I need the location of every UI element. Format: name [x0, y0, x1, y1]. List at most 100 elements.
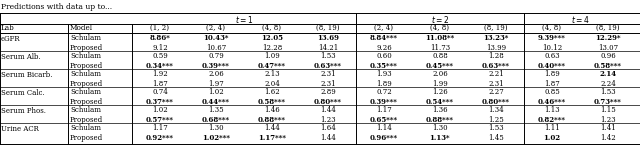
Text: 11.08**: 11.08** [426, 35, 454, 42]
Text: 2.31: 2.31 [488, 79, 504, 87]
Text: 0.79: 0.79 [208, 52, 224, 60]
Text: (1, 2): (1, 2) [150, 24, 170, 32]
Text: 1.99: 1.99 [432, 79, 448, 87]
Text: 1.02: 1.02 [543, 134, 561, 142]
Text: Schulam: Schulam [70, 52, 101, 60]
Text: 9.39***: 9.39*** [538, 35, 566, 42]
Text: Schulam: Schulam [70, 70, 101, 78]
Text: (8, 19): (8, 19) [596, 24, 620, 32]
Text: 0.96***: 0.96*** [370, 134, 398, 142]
Text: 13.69: 13.69 [317, 35, 339, 42]
Text: 12.28: 12.28 [262, 44, 282, 51]
Text: 0.35***: 0.35*** [370, 61, 398, 69]
Text: 1.34: 1.34 [488, 106, 504, 115]
Text: 10.67: 10.67 [206, 44, 226, 51]
Text: 1.11: 1.11 [544, 125, 560, 133]
Text: 12.29*: 12.29* [595, 35, 621, 42]
Text: 1.45: 1.45 [488, 134, 504, 142]
Text: (2, 4): (2, 4) [207, 24, 225, 32]
Text: 2.31: 2.31 [320, 70, 336, 78]
Text: Serum Bicarb.: Serum Bicarb. [1, 71, 52, 79]
Text: 1.53: 1.53 [320, 52, 336, 60]
Text: 1.35: 1.35 [208, 106, 224, 115]
Text: 0.72: 0.72 [376, 88, 392, 97]
Text: 0.92***: 0.92*** [146, 134, 174, 142]
Text: 1.92: 1.92 [152, 70, 168, 78]
Text: 0.58***: 0.58*** [594, 61, 622, 69]
Text: 0.80***: 0.80*** [482, 97, 510, 106]
Text: Proposed: Proposed [70, 134, 103, 142]
Text: 2.06: 2.06 [432, 70, 448, 78]
Text: 1.87: 1.87 [152, 79, 168, 87]
Text: 0.37***: 0.37*** [146, 97, 174, 106]
Text: 1.36: 1.36 [432, 106, 448, 115]
Text: 13.99: 13.99 [486, 44, 506, 51]
Text: 1.42: 1.42 [600, 134, 616, 142]
Text: 2.14: 2.14 [600, 70, 616, 78]
Text: 0.74: 0.74 [152, 88, 168, 97]
Text: 0.34***: 0.34*** [146, 61, 174, 69]
Text: 0.85: 0.85 [544, 88, 560, 97]
Text: 0.65***: 0.65*** [370, 116, 398, 124]
Text: 1.44: 1.44 [320, 106, 336, 115]
Text: Proposed: Proposed [70, 116, 103, 124]
Text: 13.07: 13.07 [598, 44, 618, 51]
Text: 1.44: 1.44 [264, 125, 280, 133]
Text: 1.13: 1.13 [544, 106, 560, 115]
Text: 0.58***: 0.58*** [258, 97, 286, 106]
Text: 8.86*: 8.86* [150, 35, 170, 42]
Text: 11.73: 11.73 [430, 44, 450, 51]
Text: Proposed: Proposed [70, 61, 103, 69]
Text: 0.88***: 0.88*** [258, 116, 286, 124]
Text: 1.09: 1.09 [264, 52, 280, 60]
Text: 1.17***: 1.17*** [258, 134, 286, 142]
Text: 1.53: 1.53 [600, 88, 616, 97]
Text: 2.89: 2.89 [320, 88, 336, 97]
Text: Model: Model [70, 24, 93, 32]
Text: 1.87: 1.87 [544, 79, 560, 87]
Text: 1.53: 1.53 [488, 125, 504, 133]
Text: $t = 4$: $t = 4$ [571, 14, 589, 25]
Text: 1.28: 1.28 [488, 52, 504, 60]
Text: 0.40***: 0.40*** [538, 61, 566, 69]
Text: 2.21: 2.21 [488, 70, 504, 78]
Text: 0.57***: 0.57*** [146, 116, 174, 124]
Text: 1.02: 1.02 [208, 88, 224, 97]
Text: 0.96: 0.96 [600, 52, 616, 60]
Text: 1.46: 1.46 [264, 106, 280, 115]
Text: 2.31: 2.31 [320, 79, 336, 87]
Text: 0.63***: 0.63*** [482, 61, 510, 69]
Text: 0.82***: 0.82*** [538, 116, 566, 124]
Text: 1.97: 1.97 [208, 79, 224, 87]
Text: 2.24: 2.24 [600, 79, 616, 87]
Text: 1.62: 1.62 [264, 88, 280, 97]
Text: 1.14: 1.14 [376, 125, 392, 133]
Text: 9.26: 9.26 [376, 44, 392, 51]
Text: Lab: Lab [1, 24, 15, 32]
Text: 0.45***: 0.45*** [426, 61, 454, 69]
Text: 0.44***: 0.44*** [202, 97, 230, 106]
Text: 13.23*: 13.23* [483, 35, 509, 42]
Text: $t = 2$: $t = 2$ [431, 14, 449, 25]
Text: 0.39***: 0.39*** [370, 97, 398, 106]
Text: (8, 19): (8, 19) [316, 24, 340, 32]
Text: 10.43*: 10.43* [204, 35, 228, 42]
Text: eGFR: eGFR [1, 35, 20, 43]
Text: 0.73***: 0.73*** [594, 97, 622, 106]
Text: 1.89: 1.89 [376, 79, 392, 87]
Text: Proposed: Proposed [70, 79, 103, 87]
Text: 1.44: 1.44 [320, 134, 336, 142]
Text: (4, 8): (4, 8) [262, 24, 282, 32]
Text: 0.68***: 0.68*** [202, 116, 230, 124]
Text: Predictions with data up to...: Predictions with data up to... [1, 3, 112, 11]
Text: Schulam: Schulam [70, 125, 101, 133]
Text: 1.17: 1.17 [152, 125, 168, 133]
Text: 2.06: 2.06 [208, 70, 224, 78]
Text: 1.25: 1.25 [488, 116, 504, 124]
Text: 1.30: 1.30 [432, 125, 448, 133]
Text: 0.54***: 0.54*** [426, 97, 454, 106]
Text: 1.23: 1.23 [600, 116, 616, 124]
Text: 0.46***: 0.46*** [538, 97, 566, 106]
Text: 12.05: 12.05 [261, 35, 283, 42]
Text: (4, 8): (4, 8) [431, 24, 449, 32]
